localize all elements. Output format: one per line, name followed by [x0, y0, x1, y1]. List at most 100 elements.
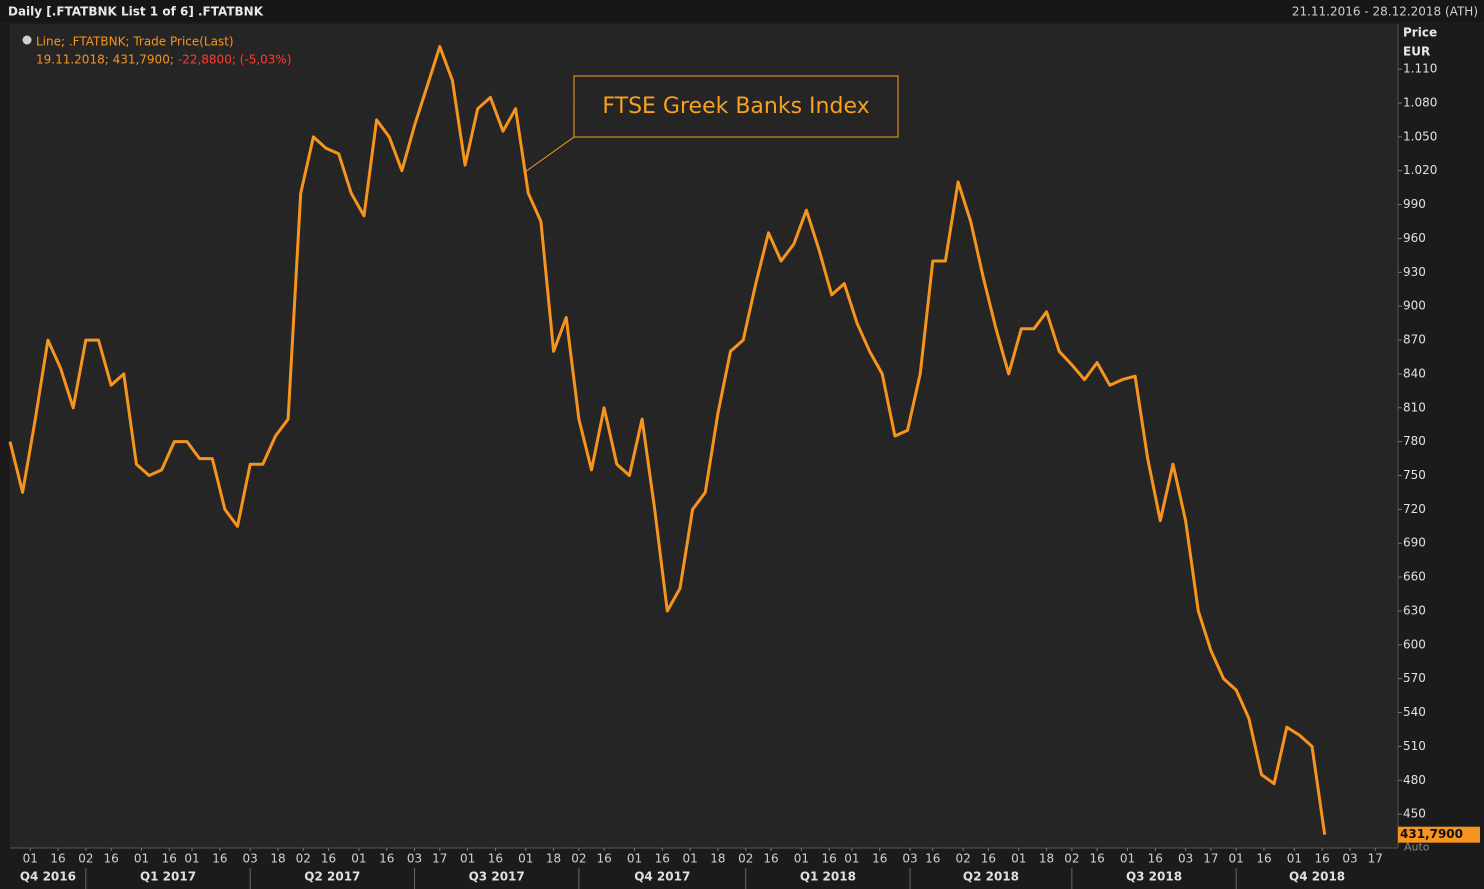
y-tick-label: 630	[1403, 603, 1426, 617]
legend-values: 19.11.2018; 431,7900;	[36, 53, 174, 67]
x-tick-label: 16	[379, 852, 394, 866]
annotation: FTSE Greek Banks Index	[602, 94, 869, 119]
x-tick-label: 16	[212, 852, 227, 866]
x-tick-label: 03	[407, 852, 422, 866]
x-tick-label: 01	[518, 852, 533, 866]
x-tick-label: 16	[981, 852, 996, 866]
annotation-box	[573, 75, 899, 138]
y-tick-label: 1.110	[1403, 62, 1437, 76]
x-tick-label: 16	[1256, 852, 1271, 866]
x-tick-label: 16	[872, 852, 887, 866]
x-tick-label: 16	[1089, 852, 1104, 866]
y-tick-label: 720	[1403, 502, 1426, 516]
y-tick-label: 1.020	[1403, 163, 1437, 177]
x-tick-label: 16	[1315, 852, 1330, 866]
x-tick-label: 01	[1011, 852, 1026, 866]
y-tick-label: 1.050	[1403, 129, 1437, 143]
x-tick-label: 16	[763, 852, 778, 866]
y-axis-unit: EUR	[1403, 45, 1430, 59]
x-tick-label: 18	[710, 852, 725, 866]
y-tick-label: 960	[1403, 231, 1426, 245]
y-axis-label: Price	[1403, 26, 1437, 40]
y-tick-label: 540	[1403, 705, 1426, 719]
x-tick-label: 16	[596, 852, 611, 866]
x-tick-label: 18	[546, 852, 561, 866]
quarter-label: Q3 2017	[469, 870, 525, 884]
x-tick-label: 01	[794, 852, 809, 866]
x-tick-label: 16	[822, 852, 837, 866]
y-tick-label: 510	[1403, 739, 1426, 753]
quarter-label: Q3 2018	[1126, 870, 1182, 884]
x-tick-label: 02	[1064, 852, 1079, 866]
y-tick-label: 660	[1403, 570, 1426, 584]
x-tick-label: 01	[351, 852, 366, 866]
header-bar	[0, 0, 1484, 22]
header-title: Daily [.FTATBNK List 1 of 6] .FTATBNK	[8, 5, 264, 19]
y-tick-label: 1.080	[1403, 96, 1437, 110]
x-tick-label: 02	[78, 852, 93, 866]
axis-mode: Auto	[1404, 841, 1430, 854]
x-tick-label: 18	[1039, 852, 1054, 866]
x-tick-label: 01	[1229, 852, 1244, 866]
x-tick-label: 16	[925, 852, 940, 866]
y-tick-label: 870	[1403, 333, 1426, 347]
y-tick-label: 810	[1403, 400, 1426, 414]
x-tick-label: 17	[1368, 852, 1383, 866]
y-tick-label: 990	[1403, 197, 1426, 211]
x-tick-label: 01	[1120, 852, 1135, 866]
y-tick-label: 570	[1403, 671, 1426, 685]
y-tick-label: 450	[1403, 807, 1426, 821]
x-tick-label: 01	[184, 852, 199, 866]
x-tick-label: 01	[682, 852, 697, 866]
x-tick-label: 16	[488, 852, 503, 866]
quarter-label: Q1 2018	[800, 870, 856, 884]
quarter-label: Q4 2018	[1289, 870, 1345, 884]
y-tick-label: 600	[1403, 637, 1426, 651]
x-tick-label: 18	[270, 852, 285, 866]
plot-area	[10, 24, 1398, 848]
x-tick-label: 16	[321, 852, 336, 866]
last-price-box	[1398, 826, 1480, 843]
legend-series: Line; .FTATBNK; Trade Price(Last)	[36, 35, 234, 49]
x-tick-label: 02	[296, 852, 311, 866]
quarter-label: Q4 2016	[20, 870, 76, 884]
y-tick-label: 750	[1403, 468, 1426, 482]
x-tick-label: 02	[738, 852, 753, 866]
x-tick-label: 16	[50, 852, 65, 866]
quarter-label: Q2 2017	[304, 870, 360, 884]
y-tick-label: 480	[1403, 773, 1426, 787]
x-tick-label: 01	[23, 852, 38, 866]
x-tick-label: 16	[655, 852, 670, 866]
x-tick-label: 01	[1287, 852, 1302, 866]
annotation-leader	[524, 136, 575, 173]
quarter-label: Q4 2017	[634, 870, 690, 884]
date-range: 21.11.2016 - 28.12.2018 (ATH)	[1292, 5, 1478, 19]
x-tick-label: 16	[103, 852, 118, 866]
x-tick-label: 16	[1148, 852, 1163, 866]
x-tick-label: 01	[627, 852, 642, 866]
y-tick-label: 900	[1403, 299, 1426, 313]
price-line	[8, 45, 1327, 835]
x-tick-label: 17	[1203, 852, 1218, 866]
x-tick-label: 02	[571, 852, 586, 866]
legend-icon[interactable]	[22, 35, 32, 45]
x-tick-label: 03	[243, 852, 258, 866]
x-tick-label: 03	[1342, 852, 1357, 866]
y-tick-label: 840	[1403, 366, 1426, 380]
x-tick-label: 01	[844, 852, 859, 866]
y-tick-label: 780	[1403, 434, 1426, 448]
y-tick-label: 690	[1403, 536, 1426, 550]
y-tick-label: 930	[1403, 265, 1426, 279]
x-tick-label: 03	[902, 852, 917, 866]
x-tick-label: 01	[134, 852, 149, 866]
last-price-label: 431,7900	[1400, 827, 1463, 841]
x-tick-label: 03	[1178, 852, 1193, 866]
quarter-label: Q2 2018	[963, 870, 1019, 884]
x-tick-label: 02	[956, 852, 971, 866]
quarter-label: Q1 2017	[140, 870, 196, 884]
x-tick-label: 01	[460, 852, 475, 866]
legend-change: -22,8800; (-5,03%)	[178, 53, 292, 67]
x-tick-label: 17	[432, 852, 447, 866]
x-tick-label: 16	[162, 852, 177, 866]
